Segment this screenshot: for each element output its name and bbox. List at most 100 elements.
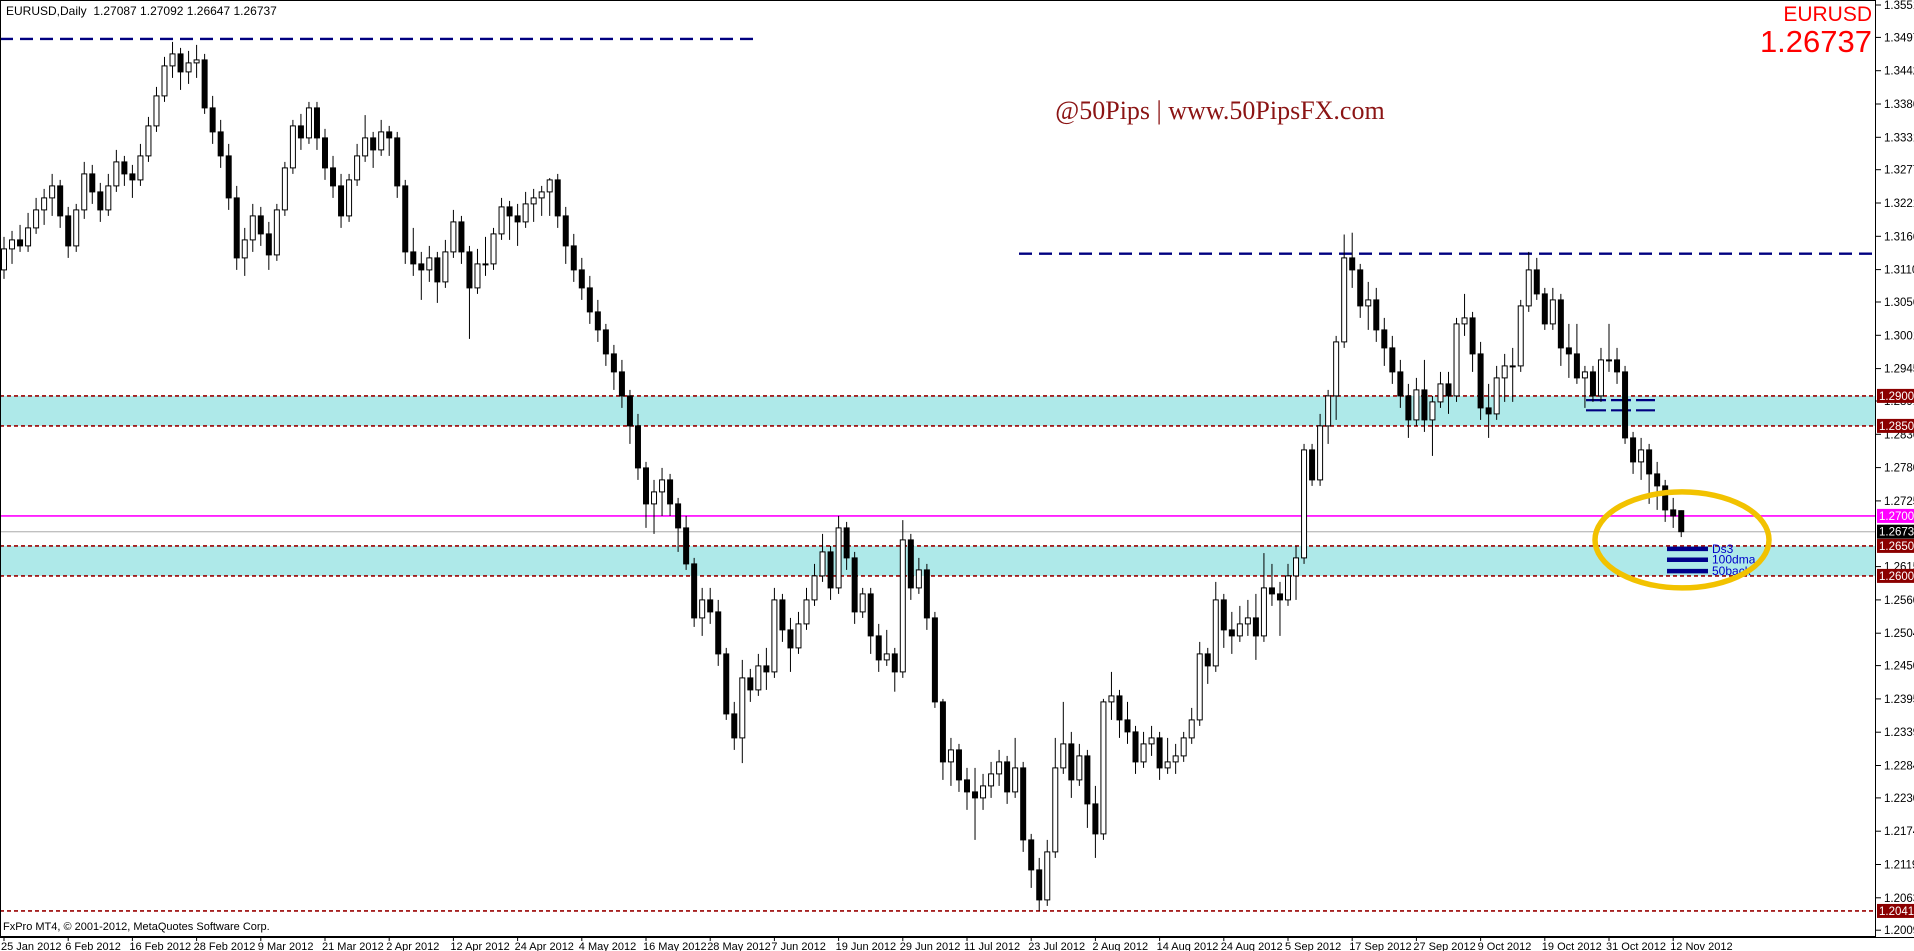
candle-bear <box>1678 510 1685 533</box>
candle-bull <box>1196 653 1203 721</box>
candle-bull <box>1260 587 1267 637</box>
price-axis-label[interactable]: 1.21190 <box>1884 860 1914 872</box>
price-axis-label[interactable]: 1.22300 <box>1884 793 1914 805</box>
price-axis-label[interactable]: 1.22840 <box>1884 761 1914 773</box>
price-tag-label: 1.29000 <box>1879 391 1914 403</box>
price-axis-label[interactable]: 1.32770 <box>1884 165 1914 177</box>
date-axis-label[interactable]: 19 Oct 2012 <box>1542 941 1602 951</box>
date-axis-label[interactable]: 24 Apr 2012 <box>515 941 574 951</box>
candle-bull <box>1108 695 1115 703</box>
candle-bear <box>1092 803 1099 835</box>
date-axis-label[interactable]: 24 Aug 2012 <box>1221 941 1283 951</box>
candle-bear <box>634 425 641 469</box>
date-axis-label[interactable]: 6 Feb 2012 <box>65 941 121 951</box>
candle-bull <box>169 53 176 67</box>
date-axis-label[interactable]: 16 May 2012 <box>643 941 707 951</box>
date-axis-label[interactable]: 12 Nov 2012 <box>1670 941 1732 951</box>
date-axis-label[interactable]: 28 Feb 2012 <box>194 941 256 951</box>
candle-bull <box>73 209 80 247</box>
price-axis-label[interactable]: 1.33865 <box>1884 99 1914 111</box>
price-axis-label[interactable]: 1.24505 <box>1884 661 1914 673</box>
date-axis-label[interactable]: 14 Aug 2012 <box>1157 941 1219 951</box>
candle-bull <box>795 623 802 649</box>
price-axis-label[interactable]: 1.20635 <box>1884 893 1914 905</box>
date-axis-label[interactable]: 2 Apr 2012 <box>386 941 439 951</box>
highlight-ellipse <box>1592 489 1772 591</box>
date-axis-label[interactable]: 25 Jan 2012 <box>1 941 62 951</box>
candle-bull <box>1453 323 1460 397</box>
price-axis-label[interactable]: 1.34420 <box>1884 66 1914 78</box>
candle-bear <box>121 161 128 175</box>
price-axis-label[interactable]: 1.25600 <box>1884 595 1914 607</box>
date-axis-label[interactable]: 16 Feb 2012 <box>129 941 191 951</box>
candle-bear <box>1132 731 1139 763</box>
candle-bull <box>803 599 810 625</box>
date-axis-label[interactable]: 5 Sep 2012 <box>1285 941 1341 951</box>
candle-bear <box>1349 257 1356 271</box>
date-axis-label[interactable]: 29 Jun 2012 <box>900 941 961 951</box>
date-axis-label[interactable]: 9 Mar 2012 <box>258 941 314 951</box>
price-tag-label: 1.28500 <box>1879 421 1914 433</box>
price-axis-label[interactable]: 1.25045 <box>1884 628 1914 640</box>
candle-bull <box>1525 269 1532 307</box>
date-axis-label[interactable]: 19 Jun 2012 <box>836 941 897 951</box>
candle-bear <box>1397 371 1404 397</box>
price-axis-label[interactable]: 1.21745 <box>1884 826 1914 838</box>
price-axis-label[interactable]: 1.20095 <box>1884 925 1914 937</box>
price-axis-label[interactable]: 1.23395 <box>1884 727 1914 739</box>
candle-bear <box>1028 839 1035 871</box>
price-axis-label[interactable]: 1.27805 <box>1884 463 1914 475</box>
candle-bull <box>1044 851 1051 901</box>
date-axis-label[interactable]: 4 May 2012 <box>579 941 636 951</box>
candle-bear <box>418 263 425 271</box>
price-tag-1.26000 <box>1877 568 1914 583</box>
candle-bull <box>153 95 160 127</box>
chart-plot-area[interactable] <box>0 0 1876 937</box>
candle-bear <box>707 599 714 613</box>
candle-bear <box>434 257 441 283</box>
candle-bull <box>1244 617 1251 625</box>
date-axis-label[interactable]: 17 Sep 2012 <box>1349 941 1411 951</box>
candle-bear <box>402 185 409 253</box>
candle-bull <box>273 209 280 256</box>
price-axis-label[interactable]: 1.31660 <box>1884 231 1914 243</box>
price-axis-label[interactable]: 1.23950 <box>1884 694 1914 706</box>
candle-bull <box>699 599 706 619</box>
price-axis-label[interactable]: 1.30010 <box>1884 330 1914 342</box>
candle-bear <box>97 191 104 211</box>
candle-bear <box>1573 353 1580 379</box>
price-axis-label[interactable]: 1.33310 <box>1884 132 1914 144</box>
date-axis-label[interactable]: 23 Jul 2012 <box>1028 941 1085 951</box>
candle-bull <box>739 677 746 739</box>
candle-bear <box>867 593 874 637</box>
candle-bear <box>610 353 617 373</box>
price-axis-label[interactable]: 1.30565 <box>1884 297 1914 309</box>
date-axis-label[interactable]: 28 May 2012 <box>707 941 771 951</box>
candle-bear <box>1622 371 1629 439</box>
candle-bull <box>883 653 890 661</box>
date-axis-label[interactable]: 7 Jun 2012 <box>771 941 825 951</box>
date-axis-label[interactable]: 9 Oct 2012 <box>1478 941 1532 951</box>
price-axis-label[interactable]: 1.34975 <box>1884 32 1914 44</box>
price-axis-label[interactable]: 1.35515 <box>1884 0 1914 12</box>
quote-symbol: EURUSD <box>1783 3 1872 26</box>
sr-band-1 <box>0 545 1876 576</box>
candle-bear <box>643 467 649 505</box>
date-axis-label[interactable]: 2 Aug 2012 <box>1092 941 1148 951</box>
price-axis-label[interactable]: 1.31105 <box>1884 265 1914 277</box>
price-axis-label[interactable]: 1.29455 <box>1884 364 1914 376</box>
candle-bear <box>691 563 698 619</box>
price-axis-label[interactable]: 1.27250 <box>1884 496 1914 508</box>
watermark: @50Pips | www.50PipsFX.com <box>1055 96 1385 125</box>
date-axis-label[interactable]: 12 Apr 2012 <box>450 941 509 951</box>
candle-bull <box>1606 359 1612 362</box>
candle-bear <box>923 569 930 619</box>
price-tag-label: 1.26737 <box>1879 527 1914 539</box>
date-axis-label[interactable]: 21 Mar 2012 <box>322 941 384 951</box>
date-axis-label[interactable]: 31 Oct 2012 <box>1606 941 1666 951</box>
date-axis-label[interactable]: 11 Jul 2012 <box>964 941 1020 951</box>
date-axis-label[interactable]: 27 Sep 2012 <box>1413 941 1475 951</box>
candle-bear <box>1220 599 1227 631</box>
price-axis-label[interactable]: 1.32215 <box>1884 198 1914 210</box>
